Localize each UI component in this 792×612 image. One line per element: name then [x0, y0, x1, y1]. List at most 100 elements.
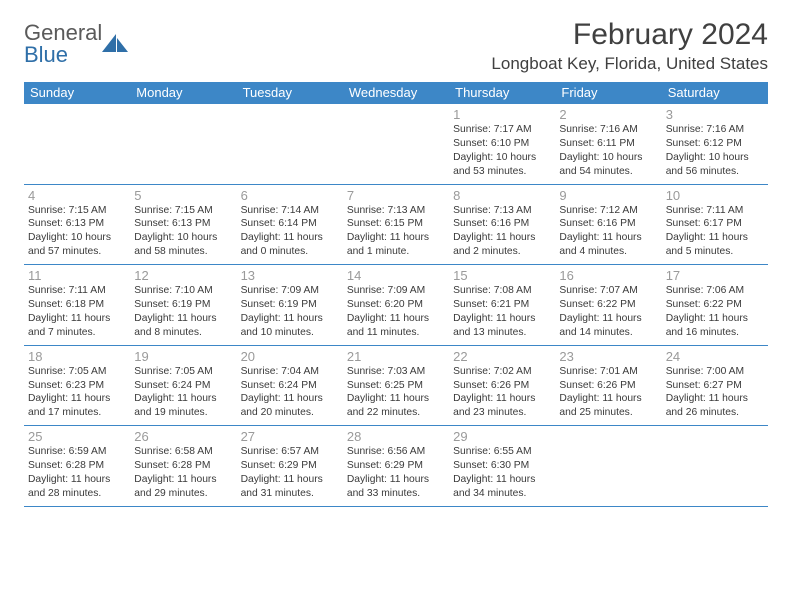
month-year-title: February 2024 [491, 18, 768, 52]
day-info: Sunrise: 7:13 AMSunset: 6:15 PMDaylight:… [347, 204, 445, 260]
day-info: Sunrise: 7:17 AMSunset: 6:10 PMDaylight:… [453, 123, 551, 179]
day-cell: 29Sunrise: 6:55 AMSunset: 6:30 PMDayligh… [449, 426, 555, 506]
day-number: 16 [559, 268, 657, 283]
day-info: Sunrise: 7:10 AMSunset: 6:19 PMDaylight:… [134, 284, 232, 340]
day-cell: 10Sunrise: 7:11 AMSunset: 6:17 PMDayligh… [662, 185, 768, 265]
logo-sail-icon [102, 34, 130, 54]
day-number: 23 [559, 349, 657, 364]
day-cell: 24Sunrise: 7:00 AMSunset: 6:27 PMDayligh… [662, 346, 768, 426]
day-number: 12 [134, 268, 232, 283]
day-number: 14 [347, 268, 445, 283]
day-info: Sunrise: 7:12 AMSunset: 6:16 PMDaylight:… [559, 204, 657, 260]
weeks-container: 1Sunrise: 7:17 AMSunset: 6:10 PMDaylight… [24, 104, 768, 507]
title-block: February 2024 Longboat Key, Florida, Uni… [491, 18, 768, 74]
week-row: 18Sunrise: 7:05 AMSunset: 6:23 PMDayligh… [24, 346, 768, 427]
day-info: Sunrise: 7:05 AMSunset: 6:24 PMDaylight:… [134, 365, 232, 421]
day-number: 17 [666, 268, 764, 283]
day-cell: 21Sunrise: 7:03 AMSunset: 6:25 PMDayligh… [343, 346, 449, 426]
day-number: 11 [28, 268, 126, 283]
day-header: Sunday [24, 82, 130, 104]
day-cell [237, 104, 343, 184]
day-cell: 27Sunrise: 6:57 AMSunset: 6:29 PMDayligh… [237, 426, 343, 506]
logo-text: General Blue [24, 22, 102, 66]
day-number: 27 [241, 429, 339, 444]
day-cell: 6Sunrise: 7:14 AMSunset: 6:14 PMDaylight… [237, 185, 343, 265]
day-header: Saturday [662, 82, 768, 104]
header: General Blue February 2024 Longboat Key,… [24, 18, 768, 74]
day-cell: 1Sunrise: 7:17 AMSunset: 6:10 PMDaylight… [449, 104, 555, 184]
day-info: Sunrise: 7:11 AMSunset: 6:18 PMDaylight:… [28, 284, 126, 340]
day-cell [343, 104, 449, 184]
day-header: Wednesday [343, 82, 449, 104]
day-info: Sunrise: 7:07 AMSunset: 6:22 PMDaylight:… [559, 284, 657, 340]
day-cell: 14Sunrise: 7:09 AMSunset: 6:20 PMDayligh… [343, 265, 449, 345]
day-info: Sunrise: 6:56 AMSunset: 6:29 PMDaylight:… [347, 445, 445, 501]
day-info: Sunrise: 7:08 AMSunset: 6:21 PMDaylight:… [453, 284, 551, 340]
day-info: Sunrise: 7:16 AMSunset: 6:11 PMDaylight:… [559, 123, 657, 179]
day-number: 13 [241, 268, 339, 283]
day-info: Sunrise: 7:00 AMSunset: 6:27 PMDaylight:… [666, 365, 764, 421]
day-header-row: SundayMondayTuesdayWednesdayThursdayFrid… [24, 82, 768, 104]
day-cell: 26Sunrise: 6:58 AMSunset: 6:28 PMDayligh… [130, 426, 236, 506]
day-info: Sunrise: 7:14 AMSunset: 6:14 PMDaylight:… [241, 204, 339, 260]
day-header: Friday [555, 82, 661, 104]
day-cell: 17Sunrise: 7:06 AMSunset: 6:22 PMDayligh… [662, 265, 768, 345]
day-number: 24 [666, 349, 764, 364]
day-number: 20 [241, 349, 339, 364]
day-cell: 28Sunrise: 6:56 AMSunset: 6:29 PMDayligh… [343, 426, 449, 506]
day-number: 19 [134, 349, 232, 364]
day-number: 2 [559, 107, 657, 122]
week-row: 11Sunrise: 7:11 AMSunset: 6:18 PMDayligh… [24, 265, 768, 346]
week-row: 1Sunrise: 7:17 AMSunset: 6:10 PMDaylight… [24, 104, 768, 185]
day-header: Thursday [449, 82, 555, 104]
day-cell: 4Sunrise: 7:15 AMSunset: 6:13 PMDaylight… [24, 185, 130, 265]
day-cell: 12Sunrise: 7:10 AMSunset: 6:19 PMDayligh… [130, 265, 236, 345]
day-cell: 15Sunrise: 7:08 AMSunset: 6:21 PMDayligh… [449, 265, 555, 345]
day-cell: 20Sunrise: 7:04 AMSunset: 6:24 PMDayligh… [237, 346, 343, 426]
logo: General Blue [24, 18, 130, 66]
day-info: Sunrise: 7:01 AMSunset: 6:26 PMDaylight:… [559, 365, 657, 421]
week-row: 25Sunrise: 6:59 AMSunset: 6:28 PMDayligh… [24, 426, 768, 507]
day-number: 1 [453, 107, 551, 122]
day-number: 6 [241, 188, 339, 203]
day-cell: 25Sunrise: 6:59 AMSunset: 6:28 PMDayligh… [24, 426, 130, 506]
day-cell: 7Sunrise: 7:13 AMSunset: 6:15 PMDaylight… [343, 185, 449, 265]
day-number: 18 [28, 349, 126, 364]
day-info: Sunrise: 7:02 AMSunset: 6:26 PMDaylight:… [453, 365, 551, 421]
day-info: Sunrise: 6:58 AMSunset: 6:28 PMDaylight:… [134, 445, 232, 501]
logo-text-blue: Blue [24, 42, 68, 67]
day-cell: 2Sunrise: 7:16 AMSunset: 6:11 PMDaylight… [555, 104, 661, 184]
day-info: Sunrise: 7:15 AMSunset: 6:13 PMDaylight:… [28, 204, 126, 260]
day-number: 29 [453, 429, 551, 444]
day-number: 3 [666, 107, 764, 122]
day-info: Sunrise: 7:06 AMSunset: 6:22 PMDaylight:… [666, 284, 764, 340]
day-header: Monday [130, 82, 236, 104]
day-cell: 19Sunrise: 7:05 AMSunset: 6:24 PMDayligh… [130, 346, 236, 426]
day-number: 7 [347, 188, 445, 203]
day-cell: 16Sunrise: 7:07 AMSunset: 6:22 PMDayligh… [555, 265, 661, 345]
day-cell: 9Sunrise: 7:12 AMSunset: 6:16 PMDaylight… [555, 185, 661, 265]
day-number: 26 [134, 429, 232, 444]
day-info: Sunrise: 7:09 AMSunset: 6:19 PMDaylight:… [241, 284, 339, 340]
day-number: 21 [347, 349, 445, 364]
day-info: Sunrise: 7:15 AMSunset: 6:13 PMDaylight:… [134, 204, 232, 260]
day-header: Tuesday [237, 82, 343, 104]
day-number: 28 [347, 429, 445, 444]
day-number: 25 [28, 429, 126, 444]
calendar: SundayMondayTuesdayWednesdayThursdayFrid… [24, 82, 768, 507]
day-cell: 18Sunrise: 7:05 AMSunset: 6:23 PMDayligh… [24, 346, 130, 426]
day-info: Sunrise: 7:09 AMSunset: 6:20 PMDaylight:… [347, 284, 445, 340]
day-number: 15 [453, 268, 551, 283]
day-cell: 22Sunrise: 7:02 AMSunset: 6:26 PMDayligh… [449, 346, 555, 426]
day-info: Sunrise: 6:59 AMSunset: 6:28 PMDaylight:… [28, 445, 126, 501]
day-info: Sunrise: 7:04 AMSunset: 6:24 PMDaylight:… [241, 365, 339, 421]
week-row: 4Sunrise: 7:15 AMSunset: 6:13 PMDaylight… [24, 185, 768, 266]
day-cell: 3Sunrise: 7:16 AMSunset: 6:12 PMDaylight… [662, 104, 768, 184]
day-info: Sunrise: 7:05 AMSunset: 6:23 PMDaylight:… [28, 365, 126, 421]
day-cell: 5Sunrise: 7:15 AMSunset: 6:13 PMDaylight… [130, 185, 236, 265]
day-cell [555, 426, 661, 506]
day-cell [130, 104, 236, 184]
day-number: 5 [134, 188, 232, 203]
day-number: 8 [453, 188, 551, 203]
day-info: Sunrise: 6:57 AMSunset: 6:29 PMDaylight:… [241, 445, 339, 501]
